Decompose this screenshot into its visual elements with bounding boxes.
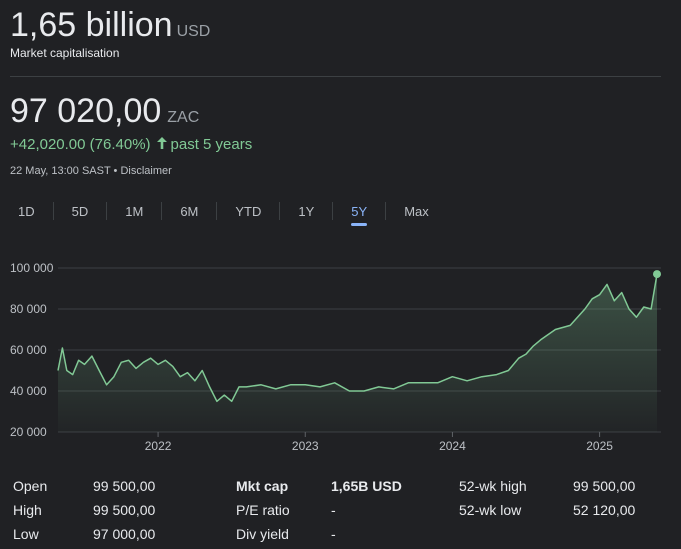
stat-value: 1,65B USD — [331, 478, 402, 494]
stock-price: 97 020,00 ZAC — [10, 92, 199, 131]
price-chart[interactable]: 100 000 80 000 60 000 40 000 20 000 2022 2023 2… — [0, 250, 681, 460]
tab-1y[interactable]: 1Y — [298, 204, 315, 219]
y-tick-label: 80 000 — [10, 302, 47, 316]
tab-separator — [161, 202, 163, 220]
stat-52wk-high: 52-wk high 99 500,00 — [459, 478, 635, 494]
stat-label: Low — [13, 526, 39, 542]
timestamp: 22 May, 13:00 SAST • Disclaimer — [10, 165, 172, 177]
stat-label: Div yield — [236, 526, 289, 542]
tab-max[interactable]: Max — [404, 204, 429, 219]
stat-label: Mkt cap — [236, 478, 289, 494]
stat-high: High 99 500,00 — [13, 502, 155, 518]
x-tick-label: 2023 — [292, 439, 319, 453]
stat-value: - — [331, 526, 336, 542]
timestamp-text: 22 May, 13:00 SAST — [10, 165, 111, 177]
divider — [10, 76, 661, 77]
y-tick-label: 100 000 — [10, 261, 54, 275]
stat-value: 97 000,00 — [93, 526, 156, 542]
market-cap-currency: USD — [176, 23, 211, 40]
x-tick-label: 2025 — [586, 439, 613, 453]
price-change: +42,020.00 (76.40%) past 5 years — [10, 136, 252, 153]
series-line — [57, 273, 658, 403]
stat-value: 99 500,00 — [93, 502, 156, 518]
y-tick-label: 20 000 — [10, 425, 47, 439]
stat-label: P/E ratio — [236, 502, 290, 518]
price-change-period: past 5 years — [170, 136, 253, 153]
market-cap-label: Market capitalisation — [10, 46, 120, 60]
stat-open: Open 99 500,00 — [13, 478, 155, 494]
stat-52wk-low: 52-wk low 52 120,00 — [459, 502, 635, 518]
tab-separator — [216, 202, 218, 220]
stat-value: 52 120,00 — [573, 502, 636, 518]
stat-mkt-cap: Mkt cap 1,65B USD — [236, 478, 402, 494]
tab-separator — [52, 202, 54, 220]
last-point-marker — [653, 270, 661, 279]
tab-1d[interactable]: 1D — [18, 204, 35, 219]
disclaimer-link[interactable]: Disclaimer — [120, 165, 172, 177]
x-tick-label: 2024 — [439, 439, 466, 453]
tab-5y[interactable]: 5Y — [341, 199, 377, 227]
arrow-up-icon — [156, 136, 167, 153]
series-area — [58, 274, 657, 432]
market-cap-value: 1,65 billion USD — [10, 6, 210, 45]
stat-div-yield: Div yield - — [236, 526, 336, 542]
range-tabs: 1D 5D 1M 6M YTD 1Y 5Y Max — [8, 199, 439, 229]
stat-value: 99 500,00 — [573, 478, 636, 494]
price-change-value: +42,020.00 (76.40%) — [10, 136, 151, 153]
market-cap-amount: 1,65 billion — [10, 6, 173, 44]
stat-label: 52-wk low — [459, 502, 522, 518]
tab-separator — [385, 202, 387, 220]
stat-label: Open — [13, 478, 48, 494]
price-currency: ZAC — [167, 109, 200, 126]
tab-separator — [106, 202, 108, 220]
stat-low: Low 97 000,00 — [13, 526, 155, 542]
stat-label: 52-wk high — [459, 478, 527, 494]
tab-6m[interactable]: 6M — [180, 204, 199, 219]
tab-1m[interactable]: 1M — [125, 204, 144, 219]
x-tick-label: 2022 — [145, 439, 172, 453]
stat-label: High — [13, 502, 42, 518]
y-tick-label: 60 000 — [10, 343, 47, 357]
y-tick-label: 40 000 — [10, 384, 47, 398]
tab-ytd[interactable]: YTD — [235, 204, 262, 219]
price-value: 97 020,00 — [10, 92, 162, 130]
tab-separator — [332, 202, 334, 220]
stat-value: - — [331, 502, 336, 518]
tab-separator — [279, 202, 281, 220]
tab-5d[interactable]: 5D — [71, 204, 89, 219]
stat-value: 99 500,00 — [93, 478, 156, 494]
stat-pe-ratio: P/E ratio - — [236, 502, 336, 518]
